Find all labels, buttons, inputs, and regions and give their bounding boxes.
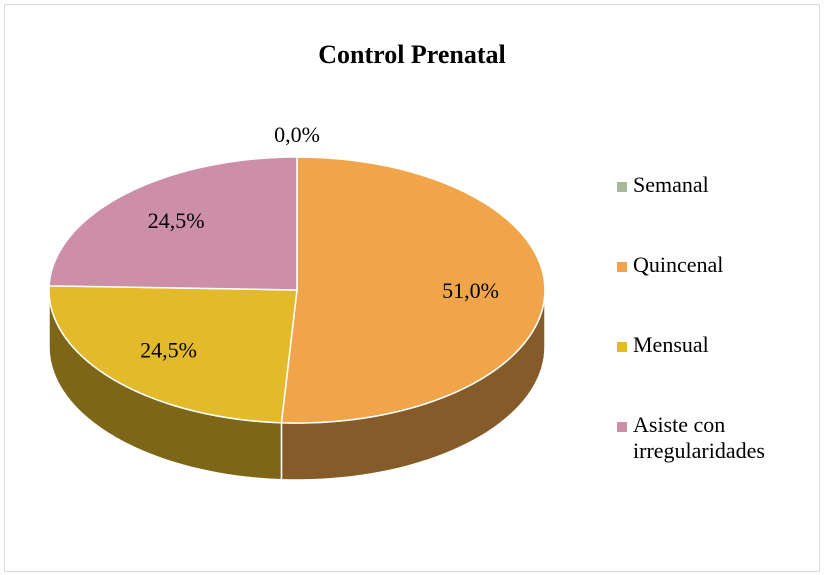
- data-label: 51,0%: [442, 278, 499, 303]
- legend-label: Asiste con irregularidades: [633, 412, 765, 463]
- legend-swatch: [617, 342, 627, 352]
- legend-label: Mensual: [633, 332, 709, 357]
- legend-entry: Semanal: [615, 172, 815, 198]
- chart-title: Control Prenatal: [318, 40, 506, 69]
- legend-swatch: [617, 422, 627, 432]
- data-label: 24,5%: [148, 208, 205, 233]
- legend-swatch: [617, 262, 627, 272]
- chart-frame: [4, 4, 820, 572]
- pie-slice: [48, 156, 298, 291]
- data-label: 0,0%: [274, 122, 320, 147]
- legend-entry: Mensual: [615, 332, 815, 358]
- pie-slice: [280, 156, 546, 424]
- legend-swatch: [617, 182, 627, 192]
- pie-slice: [48, 285, 298, 424]
- legend-entry: Quincenal: [615, 252, 815, 278]
- legend: Semanal Quincenal Mensual Asiste con irregu…: [615, 172, 815, 518]
- legend-entry: Asiste con irregularidades: [615, 412, 815, 464]
- data-label: 24,5%: [140, 338, 197, 363]
- legend-label: Semanal: [633, 172, 709, 197]
- legend-label: Quincenal: [633, 252, 724, 277]
